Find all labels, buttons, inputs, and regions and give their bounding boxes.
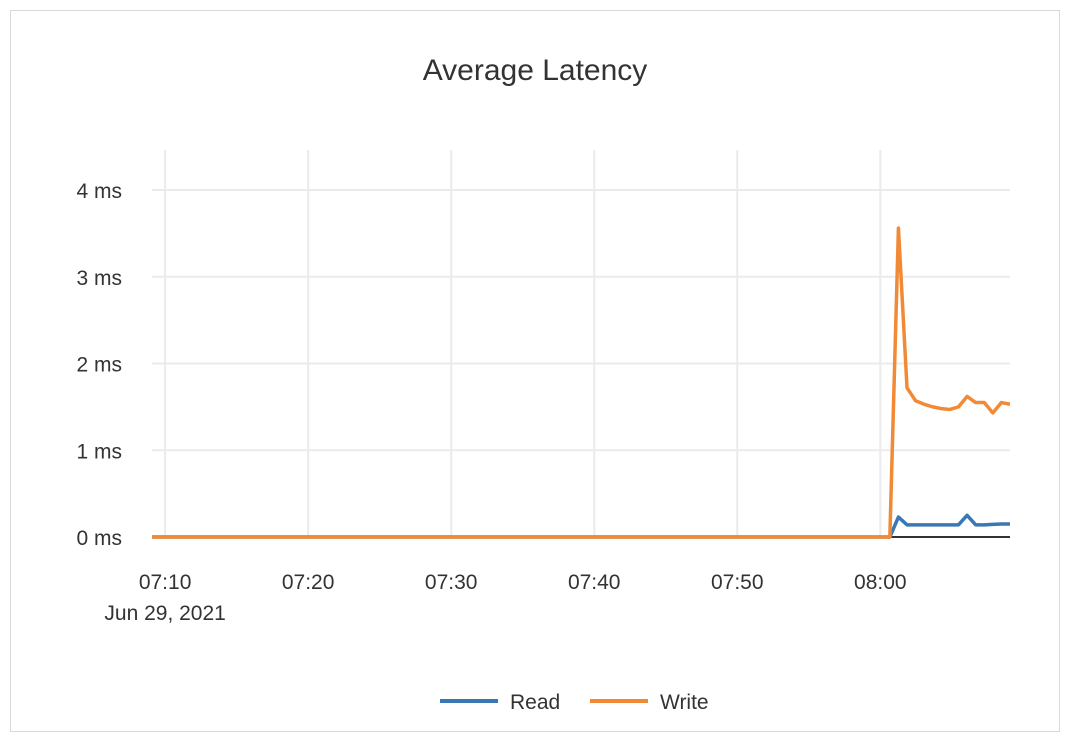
x-tick-label: 08:00 [854, 571, 907, 594]
y-tick-label: 0 ms [76, 527, 122, 550]
x-tick-label: 07:10 [139, 571, 192, 594]
chart-panel [10, 10, 1060, 732]
chart-title: Average Latency [423, 54, 648, 87]
y-tick-label: 1 ms [76, 440, 122, 463]
series-line-read [152, 513, 1010, 539]
y-tick-label: 4 ms [76, 180, 122, 203]
x-tick-label: 07:40 [568, 571, 621, 594]
x-tick-label: 07:30 [425, 571, 478, 594]
series-line-write [152, 226, 1011, 539]
legend-label-read: Read [510, 691, 560, 714]
x-tick-label: 07:20 [282, 571, 335, 594]
x-tick-date-label: Jun 29, 2021 [104, 602, 225, 625]
y-tick-label: 3 ms [76, 267, 122, 290]
legend-label-write: Write [660, 691, 709, 714]
y-tick-label: 2 ms [76, 354, 122, 377]
x-tick-label: 07:50 [711, 571, 764, 594]
